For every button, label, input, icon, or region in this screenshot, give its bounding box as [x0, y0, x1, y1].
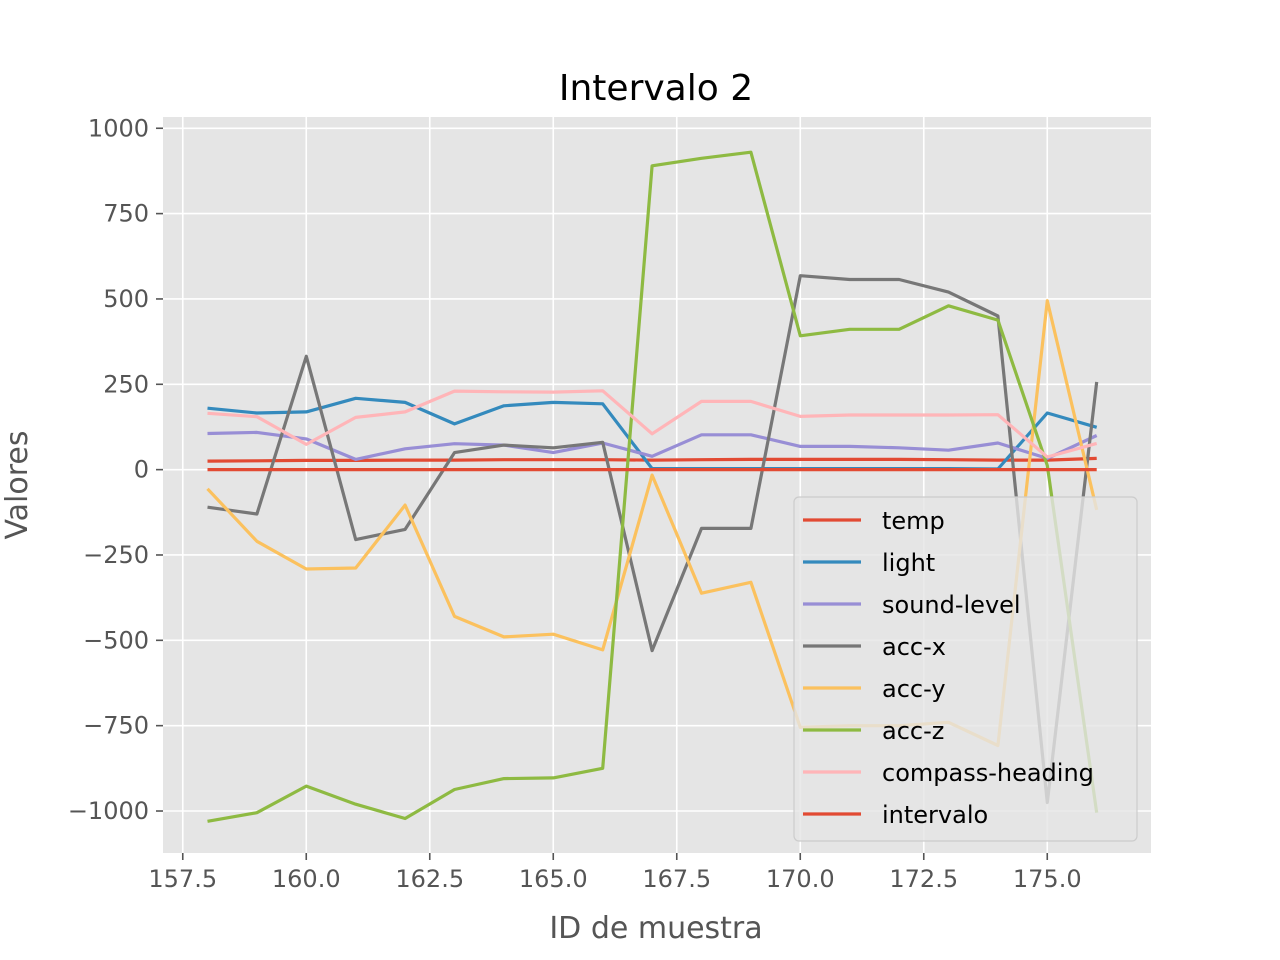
x-tick-label: 162.5	[395, 865, 464, 893]
x-tick-label: 175.0	[1013, 865, 1082, 893]
legend: temp light sound-level acc-x acc-y acc-z compa…	[793, 496, 1138, 842]
series-line-temp	[207, 456, 1097, 463]
legend-label-acc-z: acc-z	[882, 717, 944, 745]
legend-box	[793, 496, 1138, 842]
chart-title: Intervalo 2	[559, 68, 753, 109]
y-tick-label: −1000	[68, 797, 149, 825]
legend-label-sound-level: sound-level	[882, 591, 1021, 619]
x-axis-ticks: 157.5 160.0 162.5 165.0 167.5 170.0 172.5 175.0	[148, 853, 1082, 893]
x-tick-label: 172.5	[889, 865, 958, 893]
x-tick-label: 167.5	[642, 865, 711, 893]
y-tick-label: −500	[83, 626, 149, 654]
series-line-acc-x	[207, 274, 1099, 805]
x-tick-label: 170.0	[766, 865, 835, 893]
series-lines	[206, 150, 1099, 823]
y-tick-label: 750	[103, 200, 149, 228]
legend-label-acc-y: acc-y	[882, 675, 946, 703]
y-tick-label: −250	[83, 541, 149, 569]
series-line-compass-heading	[207, 389, 1098, 459]
y-tick-label: −750	[83, 712, 149, 740]
x-tick-label: 165.0	[519, 865, 588, 893]
series-line-acc-z	[207, 150, 1099, 823]
legend-label-acc-x: acc-x	[882, 633, 946, 661]
series-line-sound-level	[207, 430, 1098, 461]
y-tick-label: 500	[103, 285, 149, 313]
legend-label-compass-heading: compass-heading	[882, 759, 1094, 787]
y-tick-label: 0	[134, 456, 149, 484]
x-axis-label: ID de muestra	[549, 911, 762, 946]
y-axis-label: Valores	[0, 430, 35, 539]
legend-label-intervalo: intervalo	[882, 801, 988, 829]
x-tick-label: 160.0	[272, 865, 341, 893]
x-tick-label: 157.5	[148, 865, 217, 893]
legend-label-light: light	[882, 549, 935, 577]
y-tick-label: 250	[103, 370, 149, 398]
y-tick-label: 1000	[88, 114, 149, 142]
y-axis-ticks: 1000 750 500 250 0 −250 −500 −750 −1000	[68, 114, 163, 825]
legend-label-temp: temp	[882, 507, 945, 535]
